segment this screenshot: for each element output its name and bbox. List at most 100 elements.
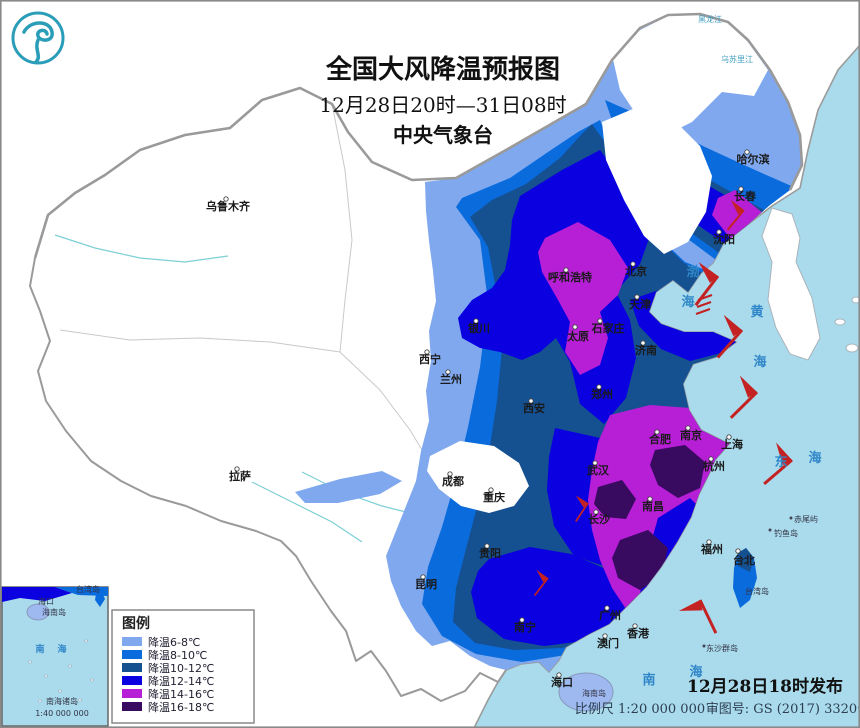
legend-label: 降温8-10℃	[148, 648, 207, 662]
taiwan-north-shape	[738, 548, 754, 572]
city-dot	[654, 429, 660, 435]
city-dot	[602, 633, 608, 639]
city-dot	[726, 434, 732, 440]
island-label-hainandao: 海南岛	[582, 688, 606, 698]
cma-logo-swirl	[22, 21, 54, 64]
city-dot	[223, 196, 229, 202]
legend-label: 降温16-18℃	[148, 700, 214, 714]
map-period: 12月28日20时—31日08时	[319, 93, 566, 117]
hainan-island	[558, 672, 614, 712]
city-dot	[596, 384, 602, 390]
city-label: 福州	[700, 542, 723, 556]
sea-label-huanghai: 黄	[750, 304, 763, 320]
sea-label-bohai: 海	[681, 294, 694, 310]
city-label: 石家庄	[591, 321, 625, 335]
japan-islet	[845, 343, 859, 353]
sea-label-donghai: 东	[774, 454, 787, 470]
sea-label-donghai: 海	[808, 450, 821, 466]
zone-14-16-shanxi	[538, 222, 628, 375]
sea-label-huanghai: 海	[753, 354, 766, 370]
city-dot	[738, 186, 744, 192]
island-label-diaoyudao: 钓鱼岛	[774, 528, 798, 538]
city-dot	[420, 574, 426, 580]
river-brahmaputra	[251, 481, 363, 543]
inset-coast-guangdong	[2, 587, 72, 602]
city-dot	[685, 425, 691, 431]
city-dot	[716, 229, 722, 235]
city-label: 拉萨	[229, 469, 251, 483]
city-label: 合肥	[649, 432, 671, 446]
china-border	[33, 12, 804, 259]
inset-caption: 南海诸岛	[46, 696, 78, 706]
no-cooling-innermongolia	[602, 106, 712, 254]
inset-sea-label: 南	[35, 643, 44, 655]
city-label: 台北	[733, 553, 755, 567]
inset-coast-east	[55, 587, 108, 596]
legend-swatch	[122, 676, 142, 685]
city-label: 沈阳	[713, 232, 735, 246]
issue-time: 12月28日18时发布	[687, 676, 843, 697]
city-label: 乌鲁木齐	[206, 199, 251, 213]
inset-label-hainandao: 海南岛	[42, 607, 66, 617]
city-dot	[488, 487, 494, 493]
city-label: 重庆	[483, 490, 505, 504]
city-label: 天津	[629, 297, 651, 311]
city-label: 南京	[680, 428, 702, 442]
city-label: 南昌	[642, 499, 664, 513]
city-dot	[632, 623, 638, 629]
island-label-taiwandao: 台湾岛	[745, 586, 769, 596]
south-china-sea-inset: 台湾岛 海口 海南岛 南 海 南海诸岛 1:40 000 000	[1, 584, 109, 727]
city-dot	[597, 318, 603, 324]
legend-label: 降温10-12℃	[148, 661, 214, 675]
city-dot	[445, 369, 451, 375]
china-border-south	[29, 257, 507, 702]
islet-dot	[768, 528, 772, 532]
inset-label-haikou: 海口	[38, 596, 54, 606]
japan-islet	[834, 318, 846, 326]
inset-label-taiwandao: 台湾岛	[76, 584, 100, 594]
city-label: 西安	[523, 401, 545, 415]
city-dot	[572, 324, 578, 330]
sea-label-bohai: 渤	[686, 264, 699, 280]
city-dot	[604, 605, 610, 611]
korea-peninsula	[761, 207, 821, 361]
city-dot	[484, 543, 490, 549]
legend-label: 降温12-14℃	[148, 674, 214, 688]
river-label-wusulijiang: 乌苏里江	[721, 54, 753, 64]
zone-16-18-zhejiang	[650, 445, 705, 498]
japan-islet	[851, 296, 860, 304]
map-title: 全国大风降温预报图	[325, 54, 560, 85]
sea-label-nanhai: 南	[642, 672, 655, 688]
legend-swatch	[122, 650, 142, 659]
city-dot	[708, 456, 714, 462]
island-label-chiweiyu: 赤尾屿	[794, 515, 818, 524]
city-dot	[473, 318, 479, 324]
map-agency: 中央气象台	[393, 123, 493, 147]
province-border	[59, 329, 341, 353]
city-label: 郑州	[591, 387, 613, 401]
inset-islets	[28, 639, 94, 703]
city-label: 长沙	[588, 512, 610, 526]
sea-label-nanhai: 海	[689, 664, 702, 680]
city-label: 太原	[566, 329, 589, 343]
city-label: 哈尔滨	[737, 152, 770, 166]
city-dot	[424, 349, 430, 355]
city-label: 上海	[721, 437, 743, 451]
city-label: 武汉	[587, 463, 610, 477]
city-label: 成都	[442, 474, 464, 488]
zone-16-18-jiangxi-fujian	[612, 530, 668, 590]
city-dot	[630, 261, 636, 267]
city-label: 昆明	[415, 578, 437, 591]
city-label: 北京	[625, 264, 647, 278]
city-label: 海口	[551, 675, 573, 689]
city-markers: 乌鲁木齐 哈尔滨 长春 沈阳 北京 天津 石家庄 太原 呼和浩特 银川 西宁 兰…	[206, 149, 770, 689]
city-label: 澳门	[597, 636, 619, 650]
islet-dot	[789, 516, 793, 520]
legend-label: 降温14-16℃	[148, 687, 214, 701]
approval-number: 审图号: GS (2017) 3320号	[706, 702, 860, 717]
inset-box	[1, 586, 109, 727]
province-border	[339, 351, 426, 456]
taiwan-island	[733, 548, 757, 608]
city-dot	[634, 294, 640, 300]
legend-title: 图例	[122, 615, 150, 632]
